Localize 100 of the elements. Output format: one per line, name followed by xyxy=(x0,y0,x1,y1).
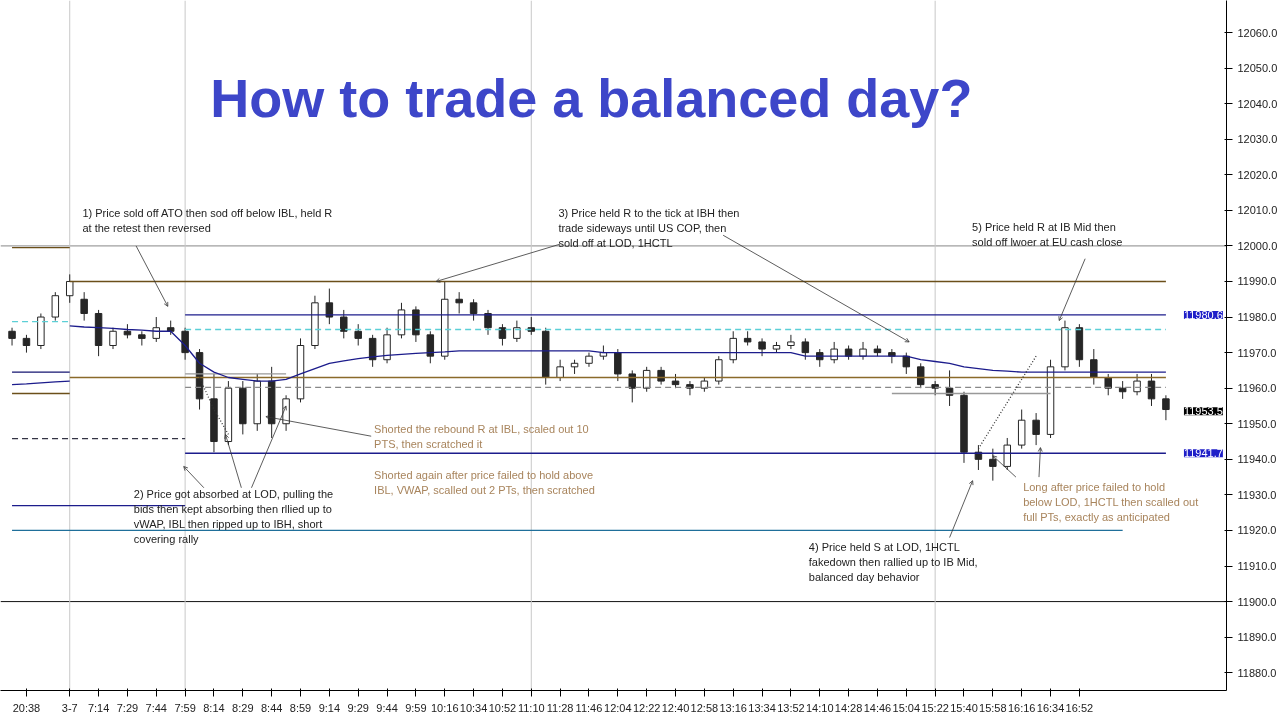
x-tick-label: 9:59 xyxy=(405,701,427,714)
candlestick xyxy=(80,291,88,322)
y-tick-label: 11920.0 xyxy=(1237,524,1277,537)
x-tick-label: 14:46 xyxy=(863,701,892,714)
candlestick xyxy=(426,330,435,364)
annotation: Shorted again after price failed to hold above IBL, VWAP, scalled out 2 PTs, then scratched xyxy=(374,468,595,496)
candlestick xyxy=(859,341,867,361)
text: 11953.5 xyxy=(1183,405,1223,418)
x-tick-label: 8:14 xyxy=(203,701,225,714)
x-tick-label: 8:44 xyxy=(260,701,283,714)
y-tick-label: 11970.0 xyxy=(1237,346,1277,359)
candlestick xyxy=(8,327,16,346)
candlestick xyxy=(325,288,334,325)
text: 11941.7 xyxy=(1183,447,1223,460)
candlestick xyxy=(340,309,348,339)
y-tick-label: 12020.0 xyxy=(1237,168,1278,181)
y-tick-label: 12010.0 xyxy=(1237,204,1278,217)
x-tick-label: 7:59 xyxy=(174,701,196,714)
y-tick-label: 11950.0 xyxy=(1237,417,1277,430)
x-tick-label: 16:52 xyxy=(1065,701,1094,714)
candlestick xyxy=(513,320,521,343)
candlestick xyxy=(109,327,117,350)
candlestick xyxy=(830,341,838,364)
candlestick xyxy=(368,334,377,368)
candlestick xyxy=(628,369,636,403)
x-tick-label: 9:14 xyxy=(318,701,341,714)
line-series xyxy=(977,355,1037,450)
candlestick xyxy=(1162,394,1170,421)
candlestick xyxy=(556,359,564,382)
x-tick-label: 9:44 xyxy=(376,701,398,714)
x-tick-label: 13:34 xyxy=(748,701,776,714)
x-tick-label: 13:52 xyxy=(777,701,805,714)
text: 11980.6 xyxy=(1183,308,1223,321)
y-tick-label: 11890.0 xyxy=(1237,631,1277,644)
x-tick-label: 12:22 xyxy=(632,701,661,714)
x-tick-label: 7:14 xyxy=(87,701,110,714)
y-tick-label: 12060.0 xyxy=(1237,26,1278,39)
x-tick-label: 12:40 xyxy=(661,701,690,714)
x-tick-label: 11:10 xyxy=(517,701,545,714)
candlestick xyxy=(931,380,939,396)
x-tick-label: 14:28 xyxy=(834,701,863,714)
candlestick xyxy=(729,330,737,364)
x-tick-label: 7:44 xyxy=(145,701,167,714)
x-tick-label: 13:16 xyxy=(719,701,747,714)
candlestick xyxy=(138,330,146,346)
candlestick xyxy=(1032,412,1040,446)
x-tick-label: 20:38 xyxy=(12,701,41,714)
candlestick xyxy=(614,348,622,382)
x-tick-label: 16:16 xyxy=(1007,701,1036,714)
x-tick-label: 16:34 xyxy=(1036,701,1065,714)
candlestick xyxy=(1090,348,1098,386)
x-tick-label: 12:04 xyxy=(604,701,632,714)
x-tick-label: 15:40 xyxy=(950,701,978,714)
y-tick-label: 11910.0 xyxy=(1237,560,1277,573)
annotation: 2) Price got absorbed at LOD, pulling the bids then kept absorbing then rllied up to vWAP, IBL then ripped up to IBH, short covering rally xyxy=(133,487,334,545)
x-tick-label: 15:22 xyxy=(921,701,949,714)
candlestick xyxy=(1147,373,1156,407)
candlestick xyxy=(152,316,161,343)
annotation: 4) Price held S at LOD, 1HCTL fakedown then rallied up to IB Mid, balanced day behavior xyxy=(808,540,978,583)
x-tick-label: 10:16 xyxy=(430,701,459,714)
y-tick-label: 12040.0 xyxy=(1237,97,1278,110)
candlestick xyxy=(498,323,507,346)
y-tick-label: 11940.0 xyxy=(1237,453,1277,466)
y-tick-label: 12000.0 xyxy=(1237,239,1278,252)
candlestick xyxy=(916,362,925,389)
x-tick-label: 10:52 xyxy=(488,701,517,714)
candlestick xyxy=(1003,437,1012,471)
y-tick-label: 11960.0 xyxy=(1237,382,1277,395)
x-tick-label: 11:28 xyxy=(546,701,574,714)
x-tick-label: 9:29 xyxy=(347,701,369,714)
x-tick-label: 8:29 xyxy=(232,701,254,714)
y-tick-label: 11880.0 xyxy=(1237,666,1277,679)
x-tick-label: 12:58 xyxy=(690,701,719,714)
x-tick-label: 10:34 xyxy=(459,701,488,714)
y-tick-label: 12030.0 xyxy=(1237,133,1278,146)
candlestick xyxy=(455,291,463,314)
annotation: 3) Price held R to the tick at IBH then trade sideways until US COP, then sold off at LOD, 1HCTL xyxy=(558,206,740,249)
candlestick xyxy=(787,334,795,350)
x-tick-label: 3-7 xyxy=(61,701,78,714)
candlestick xyxy=(181,327,189,361)
x-tick-label: 15:04 xyxy=(892,701,921,714)
candlestick xyxy=(51,291,60,322)
candlestick xyxy=(65,273,74,304)
candlestick xyxy=(715,355,723,386)
line-series xyxy=(69,325,1167,382)
y-tick-label: 11980.0 xyxy=(1237,311,1277,324)
x-tick-label: 11:46 xyxy=(575,701,603,714)
candlestick xyxy=(801,337,810,361)
x-tick-label: 15:58 xyxy=(979,701,1007,714)
y-tick-label: 11930.0 xyxy=(1237,488,1277,501)
annotation: Long after price failed to hold below LOD, 1HCTL then scalled out full PTs, exactly as anticipated xyxy=(1023,480,1199,523)
x-tick-label: 7:29 xyxy=(116,701,139,714)
candlestick xyxy=(642,366,651,393)
text: How to trade a balanced day? xyxy=(210,67,973,128)
y-tick-label: 11900.0 xyxy=(1237,595,1277,608)
x-tick-label: 14:10 xyxy=(805,701,834,714)
annotation: Shorted the rebound R at IBL, scaled out 10 PTS, then scratched it xyxy=(374,423,589,451)
candlestick xyxy=(469,298,478,322)
annotation: 5) Price held R at IB Mid then sold off lwoer at EU cash close xyxy=(972,221,1123,249)
annotation: 1) Price sold off ATO then sod off below IBL, held R at the retest then reversed xyxy=(82,206,333,234)
